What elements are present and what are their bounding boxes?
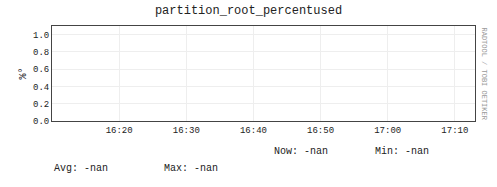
svg-text:0.6: 0.6 [33,65,49,75]
svg-text:1.0: 1.0 [33,31,49,41]
svg-text:16:30: 16:30 [173,126,200,136]
svg-text:RADTOOL / TOBI OETIKER: RADTOOL / TOBI OETIKER [480,28,488,121]
svg-text:%°: %° [18,67,29,79]
svg-text:0.2: 0.2 [33,100,49,110]
svg-text:partition_root_percentused: partition_root_percentused [155,4,342,18]
svg-text:16:20: 16:20 [106,126,133,136]
svg-text:16:50: 16:50 [307,126,334,136]
svg-text:Max: -nan: Max: -nan [164,163,218,174]
svg-text:0.0: 0.0 [33,117,49,127]
svg-text:0.4: 0.4 [33,83,49,93]
svg-text:Now: -nan: Now: -nan [274,146,328,157]
svg-text:16:40: 16:40 [240,126,267,136]
svg-text:17:00: 17:00 [374,126,401,136]
svg-text:Min: -nan: Min: -nan [375,146,429,157]
svg-text:17:10: 17:10 [441,126,468,136]
svg-text:0.8: 0.8 [33,48,49,58]
svg-text:Avg: -nan: Avg: -nan [54,163,108,174]
